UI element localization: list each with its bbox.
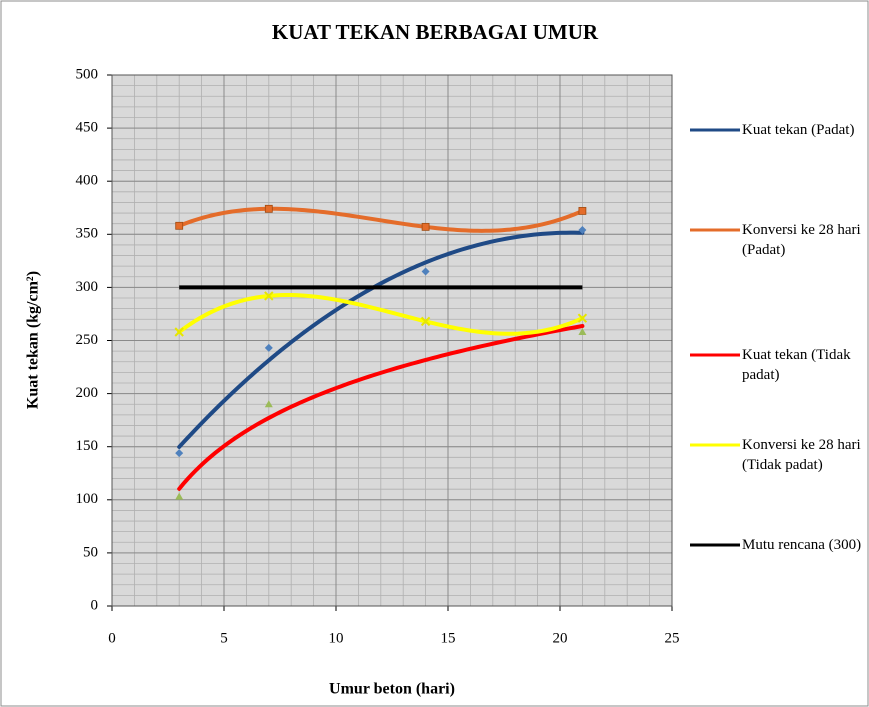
y-tick-label: 350 xyxy=(76,226,99,242)
marker xyxy=(264,400,273,408)
marker xyxy=(420,316,431,327)
y-tick-label: 0 xyxy=(91,597,99,613)
x-tick-label: 5 xyxy=(220,630,228,646)
y-axis-label: Kuat tekan (kg/cm²) xyxy=(25,271,42,409)
marker xyxy=(264,204,273,213)
y-tick-label: 400 xyxy=(76,173,99,189)
marker xyxy=(175,449,184,458)
marker xyxy=(421,222,430,231)
marker xyxy=(421,267,430,276)
marker xyxy=(264,291,274,301)
marker xyxy=(175,492,184,500)
legend-label: Mutu rencana (300) xyxy=(742,537,862,553)
marker xyxy=(578,328,587,336)
marker xyxy=(578,226,587,235)
x-axis-label: Umur beton (hari) xyxy=(329,681,455,698)
marker xyxy=(175,221,184,230)
chart-title: KUAT TEKAN BERBAGAI UMUR xyxy=(272,20,599,44)
trendline xyxy=(177,230,585,449)
y-tick-label: 100 xyxy=(76,491,99,507)
marker xyxy=(264,343,273,352)
x-tick-label: 25 xyxy=(665,630,680,646)
legend-label: Konversi ke 28 hari (Tidak padat) xyxy=(742,437,861,473)
marker xyxy=(578,207,587,215)
trendline xyxy=(177,324,585,491)
y-tick-label: 500 xyxy=(76,66,99,82)
x-tick-label: 10 xyxy=(329,630,344,646)
marker xyxy=(174,327,184,337)
y-tick-label: 200 xyxy=(76,385,99,401)
y-tick-label: 150 xyxy=(76,438,99,454)
trendline xyxy=(177,293,585,336)
legend-label: Konversi ke 28 hari (Padat) xyxy=(742,222,861,258)
trendline xyxy=(177,206,585,233)
x-tick-label: 20 xyxy=(553,630,568,646)
x-tick-label: 0 xyxy=(108,630,116,646)
plot-border xyxy=(111,74,673,607)
marker xyxy=(577,313,588,323)
y-tick-label: 300 xyxy=(76,279,99,295)
legend-label: Kuat tekan (Tidak padat) xyxy=(742,347,851,383)
y-tick-label: 450 xyxy=(76,120,99,136)
x-tick-label: 15 xyxy=(441,630,456,646)
legend-label: Kuat tekan (Padat) xyxy=(742,122,855,138)
y-tick-label: 50 xyxy=(83,544,98,560)
y-tick-label: 250 xyxy=(76,332,99,348)
